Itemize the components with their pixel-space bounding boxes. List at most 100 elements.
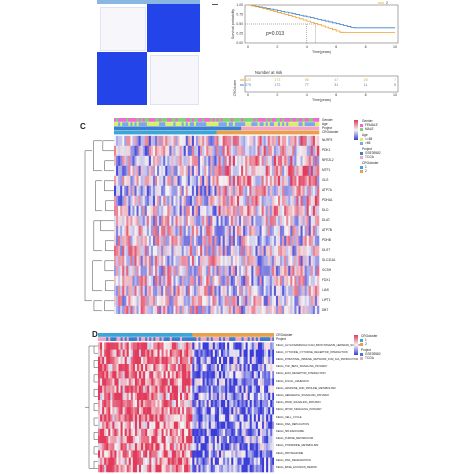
heatmap-cell xyxy=(302,255,305,267)
heatmap-cell xyxy=(122,436,125,444)
heatmap-cell xyxy=(314,185,318,197)
heatmap-cell xyxy=(196,414,199,422)
heatmap-cell xyxy=(200,285,203,297)
heatmap-cell xyxy=(206,145,209,157)
annotation-cell xyxy=(251,118,254,122)
heatmap-cell xyxy=(104,428,107,437)
heatmap-cell xyxy=(163,185,166,197)
heatmap-cell xyxy=(241,450,244,458)
heatmap-cell xyxy=(229,443,232,451)
annotation-cell xyxy=(214,122,217,126)
heatmap-cell xyxy=(200,175,203,187)
heatmap-cell xyxy=(144,215,148,227)
heatmap-cell xyxy=(304,295,307,307)
annotation-cell xyxy=(128,130,131,135)
annotation-cell xyxy=(216,122,219,126)
heatmap-cell xyxy=(118,155,121,167)
heatmap-cell xyxy=(232,235,236,247)
heatmap-cell xyxy=(216,356,220,365)
heatmap-cell xyxy=(310,215,314,227)
heatmap-cell xyxy=(177,371,181,379)
heatmap-cell xyxy=(169,392,173,401)
heatmap-cell xyxy=(159,450,162,458)
heatmap-cell xyxy=(272,407,274,415)
annotation-cell xyxy=(153,337,156,341)
annotation-cell xyxy=(130,118,133,122)
heatmap-cell xyxy=(235,371,238,379)
annotation-cell xyxy=(182,333,185,337)
heatmap-cell xyxy=(271,305,275,314)
annotation-cell xyxy=(169,130,172,135)
heatmap-cell xyxy=(259,378,263,386)
heatmap-cell xyxy=(185,305,189,314)
annotation-cell xyxy=(139,337,142,341)
heatmap-cell xyxy=(272,378,274,386)
heatmap-cell xyxy=(157,407,160,415)
heatmap-cell xyxy=(102,349,105,358)
annotation-cell xyxy=(255,122,258,126)
annotation-cell xyxy=(206,126,209,131)
heatmap-cell xyxy=(241,225,244,237)
heatmap-cell xyxy=(183,165,187,177)
heatmap-cell xyxy=(138,255,141,267)
heatmap-cell xyxy=(157,364,160,372)
heatmap-cell xyxy=(214,436,218,444)
heatmap-cell xyxy=(173,185,176,197)
annotation-cell xyxy=(234,122,238,126)
heatmap-cell xyxy=(286,255,289,267)
annotation-cell xyxy=(163,337,166,341)
heatmap-cell xyxy=(249,195,252,207)
heatmap-cell xyxy=(132,464,136,473)
heatmap-cell xyxy=(212,255,215,267)
heatmap-cell xyxy=(234,215,238,227)
annotation-cell xyxy=(190,337,193,341)
heatmap-cell xyxy=(165,225,168,237)
heatmap-cell xyxy=(114,155,117,167)
heatmap-cell xyxy=(212,464,216,473)
heatmap-cell xyxy=(104,407,107,415)
heatmap-cell xyxy=(273,135,277,147)
heatmap-cell xyxy=(265,275,269,287)
heatmap-cell xyxy=(183,185,187,197)
heatmap-cell xyxy=(249,407,253,415)
heatmap-cell xyxy=(278,305,281,314)
annotation-cell xyxy=(239,122,242,126)
heatmap-cell xyxy=(223,436,226,444)
heatmap-cell xyxy=(124,349,127,358)
heatmap-cell xyxy=(237,436,240,444)
heatmap-cell xyxy=(143,385,146,394)
heatmap-cell xyxy=(278,265,281,277)
annotation-cell xyxy=(237,130,240,135)
annotation-cell xyxy=(124,122,127,126)
heatmap-cell xyxy=(251,464,255,473)
heatmap-cell xyxy=(257,457,261,466)
heatmap-cell xyxy=(233,428,236,437)
heatmap-cell xyxy=(173,275,176,287)
heatmap-cell xyxy=(249,400,253,408)
heatmap-cell xyxy=(298,285,301,297)
heatmap-cell xyxy=(251,165,254,177)
heatmap-cell xyxy=(169,215,172,227)
heatmap-cell xyxy=(226,305,230,314)
heatmap-cell xyxy=(206,225,209,237)
heatmap-cell xyxy=(257,421,261,430)
heatmap-cell xyxy=(190,349,193,358)
annotation-cell xyxy=(226,126,230,131)
heatmap-cell xyxy=(216,215,219,227)
heatmap-cell xyxy=(150,275,154,287)
heatmap-cell xyxy=(188,371,191,379)
heatmap-cell xyxy=(149,457,152,466)
annotation-cell xyxy=(282,130,285,135)
annotation-cell xyxy=(136,122,139,126)
heatmap-cell xyxy=(239,349,242,358)
heatmap-cell xyxy=(183,225,187,237)
heatmap-cell xyxy=(104,385,107,394)
heatmap-cell xyxy=(286,145,289,157)
heatmap-cell xyxy=(102,450,105,458)
annotation-cell xyxy=(165,126,168,131)
heatmap-cell xyxy=(148,165,152,177)
heatmap-cell xyxy=(245,342,248,350)
annotation-cell xyxy=(175,126,178,131)
heatmap-cell xyxy=(266,443,269,451)
heatmap-cell xyxy=(304,165,307,177)
